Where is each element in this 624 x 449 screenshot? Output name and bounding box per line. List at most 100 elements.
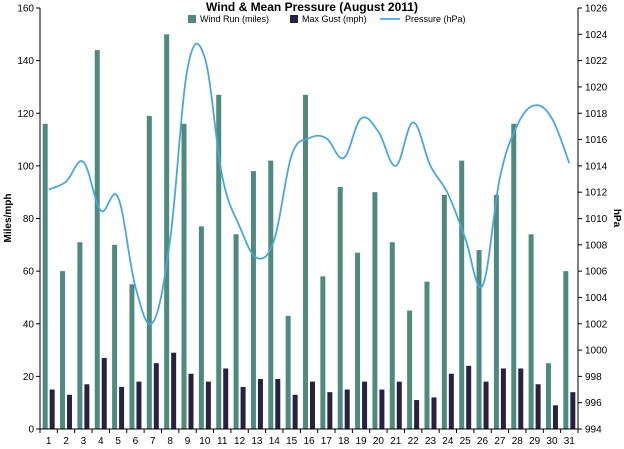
x-tick-label: 20 [373,436,385,447]
right-tick-label: 996 [585,398,602,409]
legend-swatch [188,15,196,23]
right-tick-label: 1008 [585,240,608,251]
max-gust-bar [379,389,385,429]
max-gust-bar [171,352,177,429]
left-tick-label: 60 [23,267,35,278]
wind-run-bar [441,194,447,429]
wind-run-bar [389,242,395,429]
wind-run-bar [164,34,170,429]
wind-run-bar [493,194,499,429]
max-gust-bar [552,405,558,429]
max-gust-bar [535,384,541,429]
x-tick-label: 8 [167,436,173,447]
wind-run-bar [216,94,222,430]
x-tick-label: 12 [234,436,246,447]
wind-run-bar [77,242,83,429]
max-gust-bar [310,381,315,429]
left-tick-label: 0 [28,425,34,436]
max-gust-bar [344,389,350,429]
wind-run-bar [407,310,413,429]
right-tick-labels: 994 996 998 1000 1002 1004 1006 1008 1010 1012 101… [578,4,608,436]
x-tick-label: 15 [286,436,298,447]
max-gust-bar [84,384,90,429]
right-tick-label: 1024 [585,30,608,41]
wind-run-bar [320,276,326,429]
wind-run-bar [528,234,534,429]
x-tick-label: 9 [185,436,191,447]
x-tick-label: 13 [251,436,263,447]
max-gust-bar [362,381,368,429]
left-tick-label: 100 [17,161,34,172]
left-tick-label: 160 [17,4,34,15]
max-gust-bar [275,379,281,429]
x-tick-label: 1 [46,436,52,447]
legend-label: Max Gust (mph) [302,14,367,24]
wind-run-bar [355,252,361,429]
x-tick-label: 24 [442,436,454,447]
legend-label: Pressure (hPa) [405,14,466,24]
wind-run-bar [146,115,152,429]
x-tick-label: 21 [390,436,402,447]
x-tick-labels: 1 2 3 4 5 6 7 8 9 10 11 12 13 14 15 16 17 18 19 20 21 22 23 24 2… [39,429,579,447]
x-tick-label: 25 [460,436,472,447]
right-tick-label: 1000 [585,346,608,357]
max-gust-bar [119,386,125,429]
x-tick-label: 30 [546,436,558,447]
pressure-line [48,42,571,326]
max-gust-bar [500,368,506,429]
x-tick-label: 7 [150,436,156,447]
x-tick-label: 5 [115,436,121,447]
max-gust-bar [67,394,73,429]
right-tick-label: 1016 [585,135,608,146]
x-tick-label: 11 [217,436,228,447]
max-gust-bar [223,368,229,429]
wind-run-bar [60,271,66,429]
max-gust-bar [101,357,107,429]
wind-run-bar [285,315,291,429]
right-tick-label: 1006 [585,267,608,278]
wind-run-bar [303,94,308,430]
x-tick-label: 17 [321,436,333,447]
right-tick-label: 1002 [585,319,608,330]
x-tick-label: 29 [529,436,541,447]
max-gust-bar [136,381,142,429]
x-tick-label: 14 [269,436,281,447]
max-gust-bar [188,373,194,429]
max-gust-bar [466,365,472,429]
legend-label: Wind Run (miles) [200,14,269,24]
max-gust-bar [205,381,211,429]
x-tick-label: 6 [133,436,139,447]
wind-run-bar [372,192,378,429]
right-tick-label: 998 [585,372,602,383]
left-tick-label: 120 [17,109,34,120]
wind-run-bar [476,250,482,429]
wind-run-bar [94,50,100,429]
x-tick-label: 16 [303,436,315,447]
wind-run-bar [250,171,256,429]
max-gust-bar [49,389,55,429]
x-tick-label: 2 [63,436,69,447]
x-tick-label: 19 [356,436,368,447]
right-tick-label: 1014 [585,161,608,172]
bar-layer [42,34,576,430]
max-gust-bar [483,381,489,429]
max-gust-bar [570,392,576,429]
wind-run-bar [563,271,569,429]
right-axis-title: hPa [611,209,622,228]
max-gust-bar [327,392,333,429]
wind-run-bar [181,123,187,430]
max-gust-bar [153,363,159,429]
right-tick-label: 1004 [585,293,608,304]
x-tick-label: 18 [338,436,350,447]
max-gust-bar [240,386,246,429]
right-tick-label: 1026 [585,4,608,15]
max-gust-bar [518,368,524,429]
x-tick-label: 23 [425,436,437,447]
right-tick-label: 1022 [585,56,608,67]
wind-run-bar [459,160,465,430]
x-tick-label: 31 [564,436,576,447]
legend-swatch [290,15,298,23]
left-tick-label: 80 [23,214,35,225]
x-tick-label: 22 [408,436,420,447]
